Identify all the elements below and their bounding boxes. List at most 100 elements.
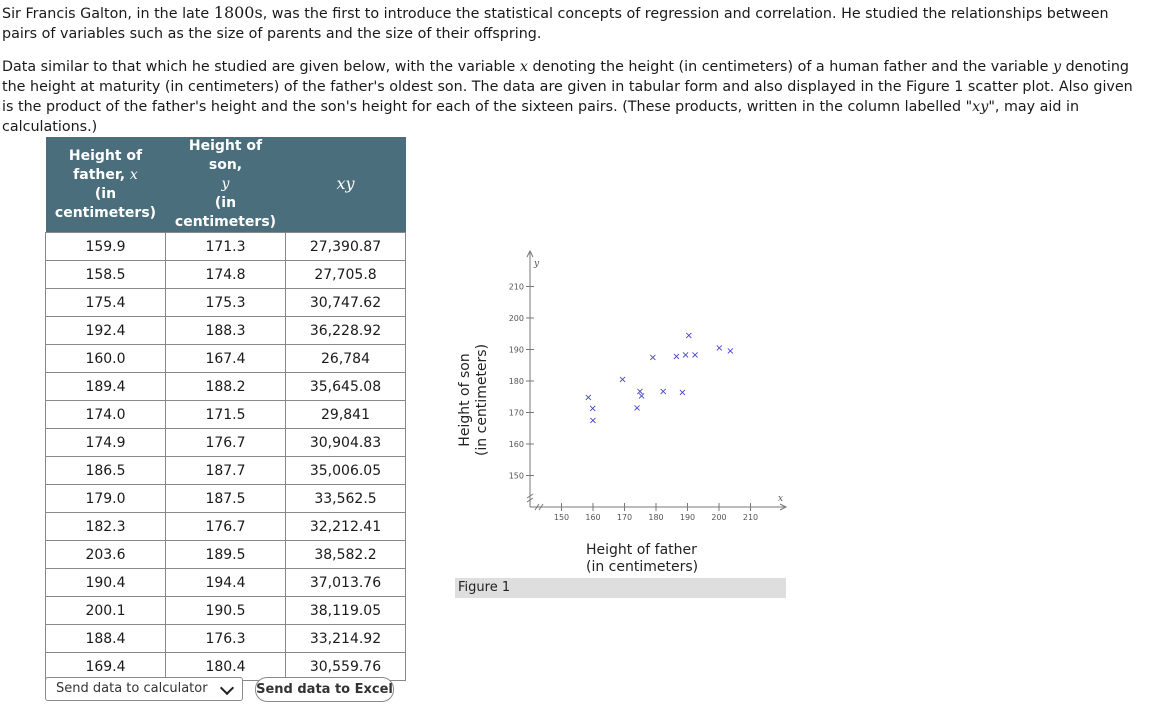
- data-point: ×: [637, 391, 645, 402]
- cell-father-height: 203.6: [45, 540, 166, 569]
- x-tick-label: 170: [617, 513, 632, 522]
- table-row: 186.5 187.7 35,006.05: [45, 456, 406, 485]
- scatter-plot: 150 160 170 180 190 200 210 150 160 170 180 190 200 2…: [457, 250, 788, 522]
- x-tick-label: 150: [554, 513, 569, 522]
- cell-son-height: 187.5: [165, 484, 286, 513]
- cell-xy: 36,228.92: [285, 316, 406, 345]
- data-point: ×: [633, 403, 641, 414]
- data-point: ×: [726, 346, 734, 357]
- cell-son-height: 175.3: [165, 288, 286, 317]
- send-to-excel-button[interactable]: Send data to Excel: [255, 677, 394, 702]
- x-axis-arrow: [779, 503, 788, 511]
- send-to-calculator-select[interactable]: Send data to calculator: [45, 677, 243, 701]
- data-table: Height of father, x (in centimeters) Hei…: [45, 137, 406, 681]
- x-tick-label: 180: [648, 513, 663, 522]
- header-son-height: Height of son, y (in centimeters): [165, 137, 286, 233]
- table-row: 179.0 187.5 33,562.5: [45, 484, 406, 513]
- table-row: 158.5 174.8 27,705.8: [45, 260, 406, 289]
- cell-father-height: 175.4: [45, 288, 166, 317]
- table-row: 159.9 171.3 27,390.87: [45, 232, 406, 261]
- cell-xy: 27,390.87: [285, 232, 406, 261]
- cell-xy: 38,582.2: [285, 540, 406, 569]
- cell-father-height: 186.5: [45, 456, 166, 485]
- y-tick-label: 160: [509, 440, 524, 449]
- table-row: 160.0 167.4 26,784: [45, 344, 406, 373]
- y-tick-label: 200: [509, 314, 524, 323]
- table-row: 174.9 176.7 30,904.83: [45, 428, 406, 457]
- data-point: ×: [589, 416, 597, 427]
- x-axis-break-mark: [534, 503, 544, 511]
- cell-xy: 33,562.5: [285, 484, 406, 513]
- send-to-calculator-label: Send data to calculator: [56, 681, 208, 696]
- cell-son-height: 167.4: [165, 344, 286, 373]
- cell-father-height: 159.9: [45, 232, 166, 261]
- cell-xy: 32,212.41: [285, 512, 406, 541]
- cell-son-height: 176.7: [165, 428, 286, 457]
- cell-son-height: 194.4: [165, 568, 286, 597]
- cell-son-height: 171.3: [165, 232, 286, 261]
- cell-xy: 37,013.76: [285, 568, 406, 597]
- y-axis-title: Height of son(in centimeters): [457, 344, 490, 456]
- y-tick-label: 190: [509, 346, 524, 355]
- x-tick-label: 160: [585, 513, 600, 522]
- cell-father-height: 182.3: [45, 512, 166, 541]
- cell-son-height: 171.5: [165, 400, 286, 429]
- cell-son-height: 187.7: [165, 456, 286, 485]
- cell-son-height: 180.4: [165, 652, 286, 681]
- cell-son-height: 190.5: [165, 596, 286, 625]
- y-axis-arrow: [526, 250, 534, 258]
- cell-father-height: 189.4: [45, 372, 166, 401]
- cell-father-height: 169.4: [45, 652, 166, 681]
- header-father-height: Height of father, x (in centimeters): [45, 137, 166, 233]
- cell-son-height: 188.3: [165, 316, 286, 345]
- cell-xy: 35,006.05: [285, 456, 406, 485]
- data-point: ×: [678, 388, 686, 399]
- data-point: ×: [715, 343, 723, 354]
- table-row: 182.3 176.7 32,212.41: [45, 512, 406, 541]
- data-point: ×: [588, 403, 596, 414]
- figure-label: Figure 1: [458, 580, 511, 595]
- x-tick-label: 200: [711, 513, 726, 522]
- data-point: ×: [681, 350, 689, 361]
- table-row: 169.4 180.4 30,559.76: [45, 652, 406, 681]
- cell-father-height: 190.4: [45, 568, 166, 597]
- cell-xy: 30,747.62: [285, 288, 406, 317]
- table-row: 200.1 190.5 38,119.05: [45, 596, 406, 625]
- intro-paragraph-1: Sir Francis Galton, in the late 1800s, w…: [2, 3, 1109, 42]
- table-row: 192.4 188.3 36,228.92: [45, 316, 406, 345]
- cell-father-height: 160.0: [45, 344, 166, 373]
- table-row: 174.0 171.5 29,841: [45, 400, 406, 429]
- cell-father-height: 188.4: [45, 624, 166, 653]
- cell-son-height: 189.5: [165, 540, 286, 569]
- table-header-row: Height of father, x (in centimeters) Hei…: [45, 137, 406, 233]
- x-axis-title: Height of father (in centimeters): [586, 542, 699, 575]
- y-tick-label: 210: [509, 283, 524, 292]
- cell-father-height: 158.5: [45, 260, 166, 289]
- data-point: ×: [636, 386, 644, 397]
- figure-caption-bar: Figure 1: [455, 578, 786, 598]
- x-axis-variable: x: [778, 494, 783, 504]
- cell-father-height: 174.9: [45, 428, 166, 457]
- y-tick-label: 180: [509, 377, 524, 386]
- data-point: ×: [649, 352, 657, 363]
- cell-xy: 38,119.05: [285, 596, 406, 625]
- y-tick-label: 150: [509, 472, 524, 481]
- cell-father-height: 200.1: [45, 596, 166, 625]
- cell-xy: 30,904.83: [285, 428, 406, 457]
- table-row: 175.4 175.3 30,747.62: [45, 288, 406, 317]
- data-point: ×: [685, 331, 693, 342]
- x-tick-label: 190: [680, 513, 695, 522]
- cell-father-height: 192.4: [45, 316, 166, 345]
- cell-son-height: 176.7: [165, 512, 286, 541]
- x-tick-label: 210: [743, 513, 758, 522]
- data-point: ×: [659, 386, 667, 397]
- cell-son-height: 188.2: [165, 372, 286, 401]
- data-point: ×: [691, 350, 699, 361]
- cell-xy: 35,645.08: [285, 372, 406, 401]
- data-point: ×: [672, 352, 680, 363]
- table-row: 189.4 188.2 35,645.08: [45, 372, 406, 401]
- data-point: ×: [584, 392, 592, 403]
- cell-xy: 29,841: [285, 400, 406, 429]
- cell-father-height: 174.0: [45, 400, 166, 429]
- y-tick-label: 170: [509, 409, 524, 418]
